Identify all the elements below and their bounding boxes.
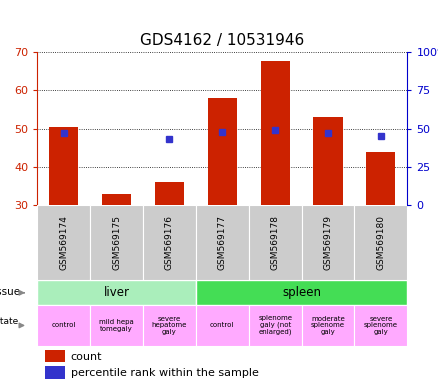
Bar	[208, 98, 237, 205]
Bar	[37, 305, 90, 346]
Bar	[90, 305, 143, 346]
Bar	[196, 280, 407, 305]
Bar	[37, 280, 196, 305]
Bar	[249, 305, 302, 346]
Text: GSM569177: GSM569177	[218, 215, 227, 270]
Bar	[45, 350, 65, 362]
Bar	[155, 182, 184, 205]
Bar	[302, 305, 354, 346]
Bar	[45, 366, 65, 379]
Text: GSM569174: GSM569174	[59, 215, 68, 270]
Text: moderate
splenome
galy: moderate splenome galy	[311, 316, 345, 335]
Bar	[366, 152, 396, 205]
Bar	[49, 127, 78, 205]
Text: control: control	[210, 323, 234, 328]
Text: tissue: tissue	[0, 286, 21, 296]
Text: mild hepa
tomegaly: mild hepa tomegaly	[99, 319, 134, 332]
Text: GSM569175: GSM569175	[112, 215, 121, 270]
Text: GSM569180: GSM569180	[376, 215, 385, 270]
Text: control: control	[52, 323, 76, 328]
Bar	[354, 205, 407, 280]
Text: count: count	[71, 352, 102, 362]
Bar	[261, 61, 290, 205]
Text: GSM569178: GSM569178	[271, 215, 279, 270]
Bar	[143, 205, 196, 280]
Title: GDS4162 / 10531946: GDS4162 / 10531946	[140, 33, 304, 48]
Bar	[102, 194, 131, 205]
Text: GSM569176: GSM569176	[165, 215, 174, 270]
Text: splenome
galy (not
enlarged): splenome galy (not enlarged)	[258, 315, 292, 336]
Text: GSM569179: GSM569179	[324, 215, 332, 270]
Bar	[314, 117, 343, 205]
Bar	[90, 205, 143, 280]
Bar	[196, 205, 249, 280]
Text: severe
splenome
galy: severe splenome galy	[364, 316, 398, 335]
Bar	[302, 205, 354, 280]
Bar	[354, 305, 407, 346]
Bar	[249, 205, 302, 280]
Bar	[196, 305, 249, 346]
Text: liver: liver	[103, 286, 130, 299]
Text: spleen: spleen	[282, 286, 321, 299]
Text: percentile rank within the sample: percentile rank within the sample	[71, 368, 258, 378]
Bar	[143, 305, 196, 346]
Text: disease state: disease state	[0, 317, 18, 326]
Bar	[37, 205, 90, 280]
Text: severe
hepatome
galy: severe hepatome galy	[152, 316, 187, 335]
